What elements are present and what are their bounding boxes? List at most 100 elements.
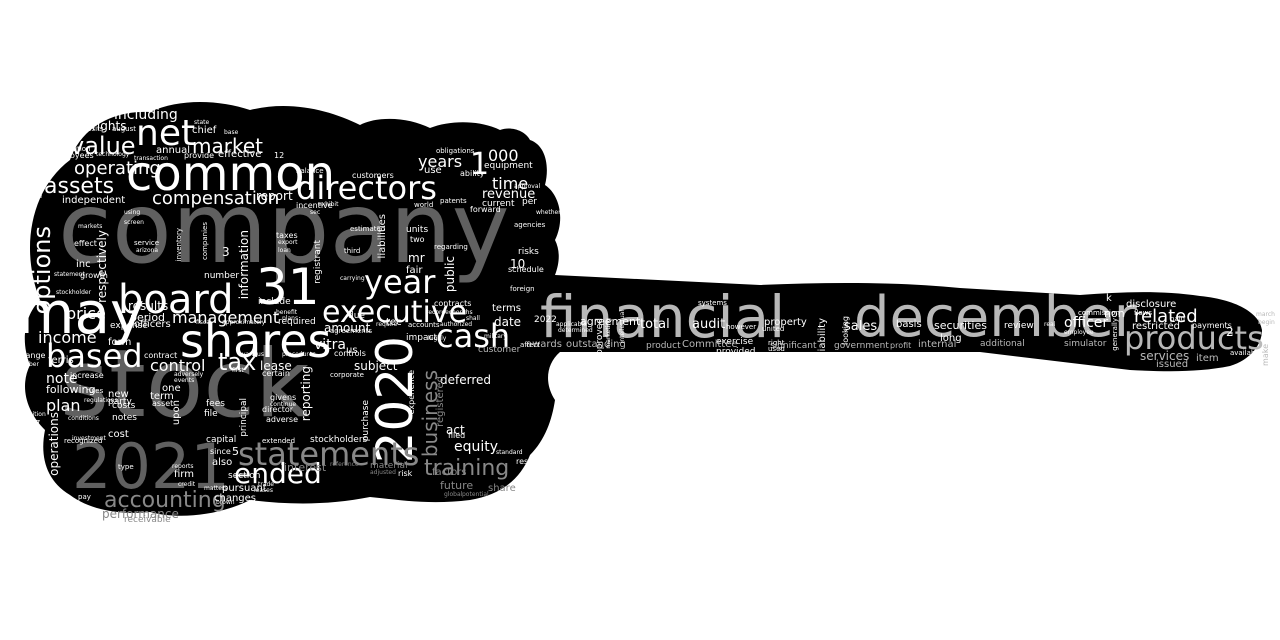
word-independent: independent: [62, 195, 126, 206]
word-arizona: arizona: [136, 247, 159, 254]
word-various: various: [242, 351, 264, 358]
word-executive: executive: [322, 295, 468, 330]
word-continue: continue: [270, 401, 297, 408]
word-mr: mr: [408, 251, 425, 265]
word-increase: increase: [70, 371, 104, 380]
word-information: information: [237, 230, 251, 300]
word-military: military: [484, 333, 507, 340]
word-commission: commission: [1078, 309, 1120, 317]
word-systems: systems: [698, 299, 727, 307]
word-basis: basis: [896, 319, 922, 330]
word-provide: provide: [184, 151, 215, 160]
word-issued: issued: [1156, 359, 1189, 370]
word-companies: companies: [201, 222, 209, 261]
word-determined: determined: [558, 327, 593, 334]
word-generally: generally: [1111, 318, 1119, 351]
word-employees: employees: [50, 151, 94, 160]
word-due: due: [348, 311, 365, 321]
word-august: august: [112, 125, 136, 133]
word-compensation: compensation: [152, 188, 280, 209]
word-benefit: benefit: [276, 309, 298, 316]
word-march: march: [1256, 311, 1275, 318]
word-effective: effective: [218, 149, 262, 160]
word-world: world: [414, 201, 434, 209]
word-capital: capital: [206, 435, 237, 445]
word-2: 2: [1226, 325, 1234, 339]
word-years: years: [418, 152, 463, 171]
word-subject: subject: [354, 359, 398, 373]
word-applicable: applicable: [556, 321, 587, 328]
word-global: global: [444, 491, 463, 498]
word-since: since: [210, 447, 231, 456]
word-pursuant: pursuant: [222, 483, 267, 494]
word-total: total: [640, 317, 670, 332]
word-stockholder: stockholder: [56, 289, 92, 296]
word-officers: officers: [134, 319, 171, 330]
word-investment: investment: [72, 435, 106, 442]
word-liabilities: liabilities: [377, 214, 388, 259]
word-per: per: [522, 197, 537, 207]
word-reports: reports: [172, 463, 194, 470]
word-section: section: [228, 471, 261, 481]
word-real: real: [1044, 321, 1056, 328]
word-respectively: respectively: [95, 230, 109, 303]
word-credit: credit: [178, 481, 196, 488]
word-form: form: [108, 337, 132, 348]
word-director: director: [262, 405, 294, 414]
word-available: available: [1230, 349, 1262, 357]
word-awards: awards: [526, 339, 562, 350]
word-future: future: [440, 479, 474, 492]
word-use: use: [424, 165, 442, 176]
word-long: long: [940, 333, 962, 344]
word-certain: certain: [262, 369, 290, 378]
word-share: share: [488, 483, 516, 494]
word-carrying: carrying: [340, 275, 365, 282]
word-based: based: [46, 337, 143, 375]
word-act: act: [446, 423, 465, 437]
word-extended: extended: [262, 437, 296, 445]
word-reference: reference: [330, 461, 359, 468]
word-flows: flows: [1134, 309, 1153, 317]
word-material: material: [370, 461, 408, 471]
word-asset: asset: [152, 399, 174, 408]
word-plan: plan: [46, 396, 81, 415]
word-products: products: [1124, 319, 1264, 357]
word-registered: registered: [435, 376, 446, 427]
word-year: year: [364, 263, 436, 301]
word-forward: forward: [470, 205, 501, 214]
word-operations: operations: [47, 412, 61, 476]
word-contract: contract: [144, 351, 178, 360]
word-trade: trade: [258, 481, 274, 488]
word-disclosure: disclosure: [1126, 299, 1177, 310]
word-value: value: [70, 132, 136, 160]
word-public: public: [443, 256, 457, 293]
word-leases: leases: [254, 487, 273, 494]
word-filed: filed: [448, 431, 466, 440]
word-new: new: [108, 389, 129, 400]
word-givens: givens: [270, 393, 297, 402]
word-item: item: [1196, 353, 1219, 364]
word-make: make: [1261, 344, 1270, 366]
word-simulator: simulator: [1064, 339, 1107, 349]
word-affect: affect: [520, 341, 541, 349]
word-costs: costs: [112, 401, 136, 411]
word-securities: securities: [934, 319, 987, 332]
word-include: include: [258, 297, 291, 307]
word-conditions: conditions: [68, 415, 99, 422]
word-government: government: [834, 341, 889, 351]
word-term: term: [150, 391, 174, 402]
word-training: training: [424, 456, 510, 481]
word-risk: risk: [398, 469, 413, 478]
word-paid: paid: [1170, 315, 1186, 323]
word-board: board: [118, 277, 234, 323]
word-incentive: incentive: [296, 201, 333, 210]
word-ended: ended: [234, 457, 322, 490]
word-ferris: ferris: [48, 355, 74, 366]
word-addition: addition: [62, 145, 91, 153]
word-units: units: [406, 225, 429, 235]
word-markets: markets: [78, 223, 103, 230]
word-tec: tec: [386, 317, 402, 328]
word-customers: customers: [352, 171, 394, 180]
word-inc: inc: [76, 259, 91, 270]
